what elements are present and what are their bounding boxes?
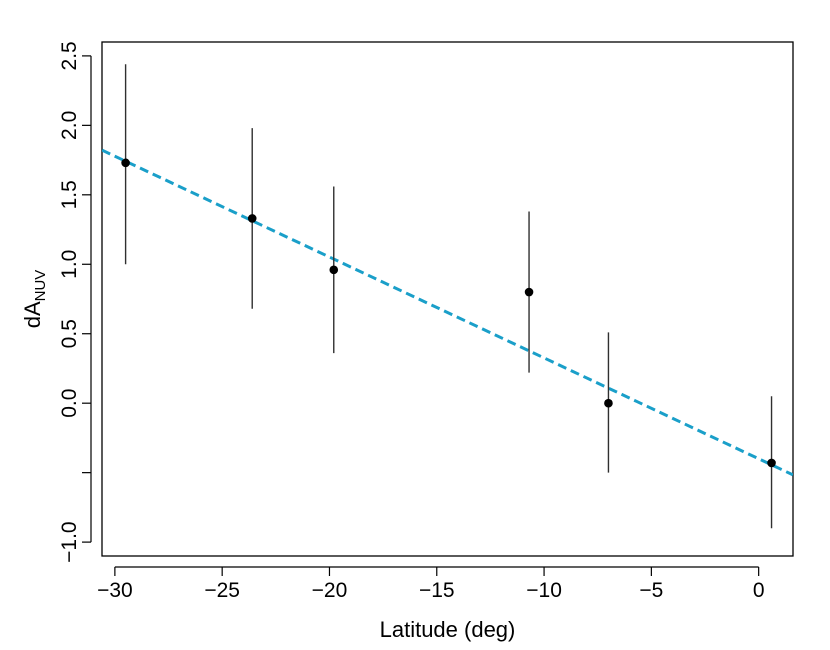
y-tick-label: 0.5 — [58, 319, 81, 348]
x-tick-label: −15 — [419, 579, 455, 602]
y-tick-label: 2.0 — [58, 111, 81, 140]
fit-line-layer — [102, 148, 793, 477]
y-tick-label: 2.5 — [58, 41, 81, 70]
y-axis: −1.0 0.0 0.5 1.0 1.5 2.0 2.5 — [58, 41, 92, 563]
data-point — [121, 158, 130, 168]
errorbar-layer — [124, 64, 773, 529]
x-tick-label: −30 — [97, 579, 133, 602]
x-tick-label: −5 — [639, 579, 663, 602]
fit-line — [102, 148, 793, 477]
y-axis-title-subscript: NUV — [32, 270, 49, 302]
data-point — [247, 214, 257, 223]
data-point — [524, 287, 534, 297]
data-point — [767, 458, 776, 468]
y-tick-label: 1.5 — [58, 180, 81, 209]
plot-frame — [101, 41, 794, 557]
y-tick-label: 0.0 — [58, 389, 81, 418]
y-tick-label: 1.0 — [58, 250, 81, 279]
x-tick-label: −20 — [312, 579, 348, 602]
x-tick-label: −10 — [526, 579, 562, 602]
x-axis-title: Latitude (deg) — [380, 617, 516, 642]
x-axis: −30 −25 −20 −15 −10 −5 0 — [97, 566, 765, 602]
y-tick-label: −1.0 — [58, 521, 81, 562]
data-point — [329, 265, 339, 275]
x-tick-label: 0 — [753, 579, 765, 602]
data-point — [604, 398, 613, 408]
x-tick-label: −25 — [204, 579, 240, 602]
point-layer — [121, 158, 776, 468]
y-axis-title-main: dA — [20, 301, 45, 328]
y-axis-title: dANUV — [20, 270, 49, 329]
